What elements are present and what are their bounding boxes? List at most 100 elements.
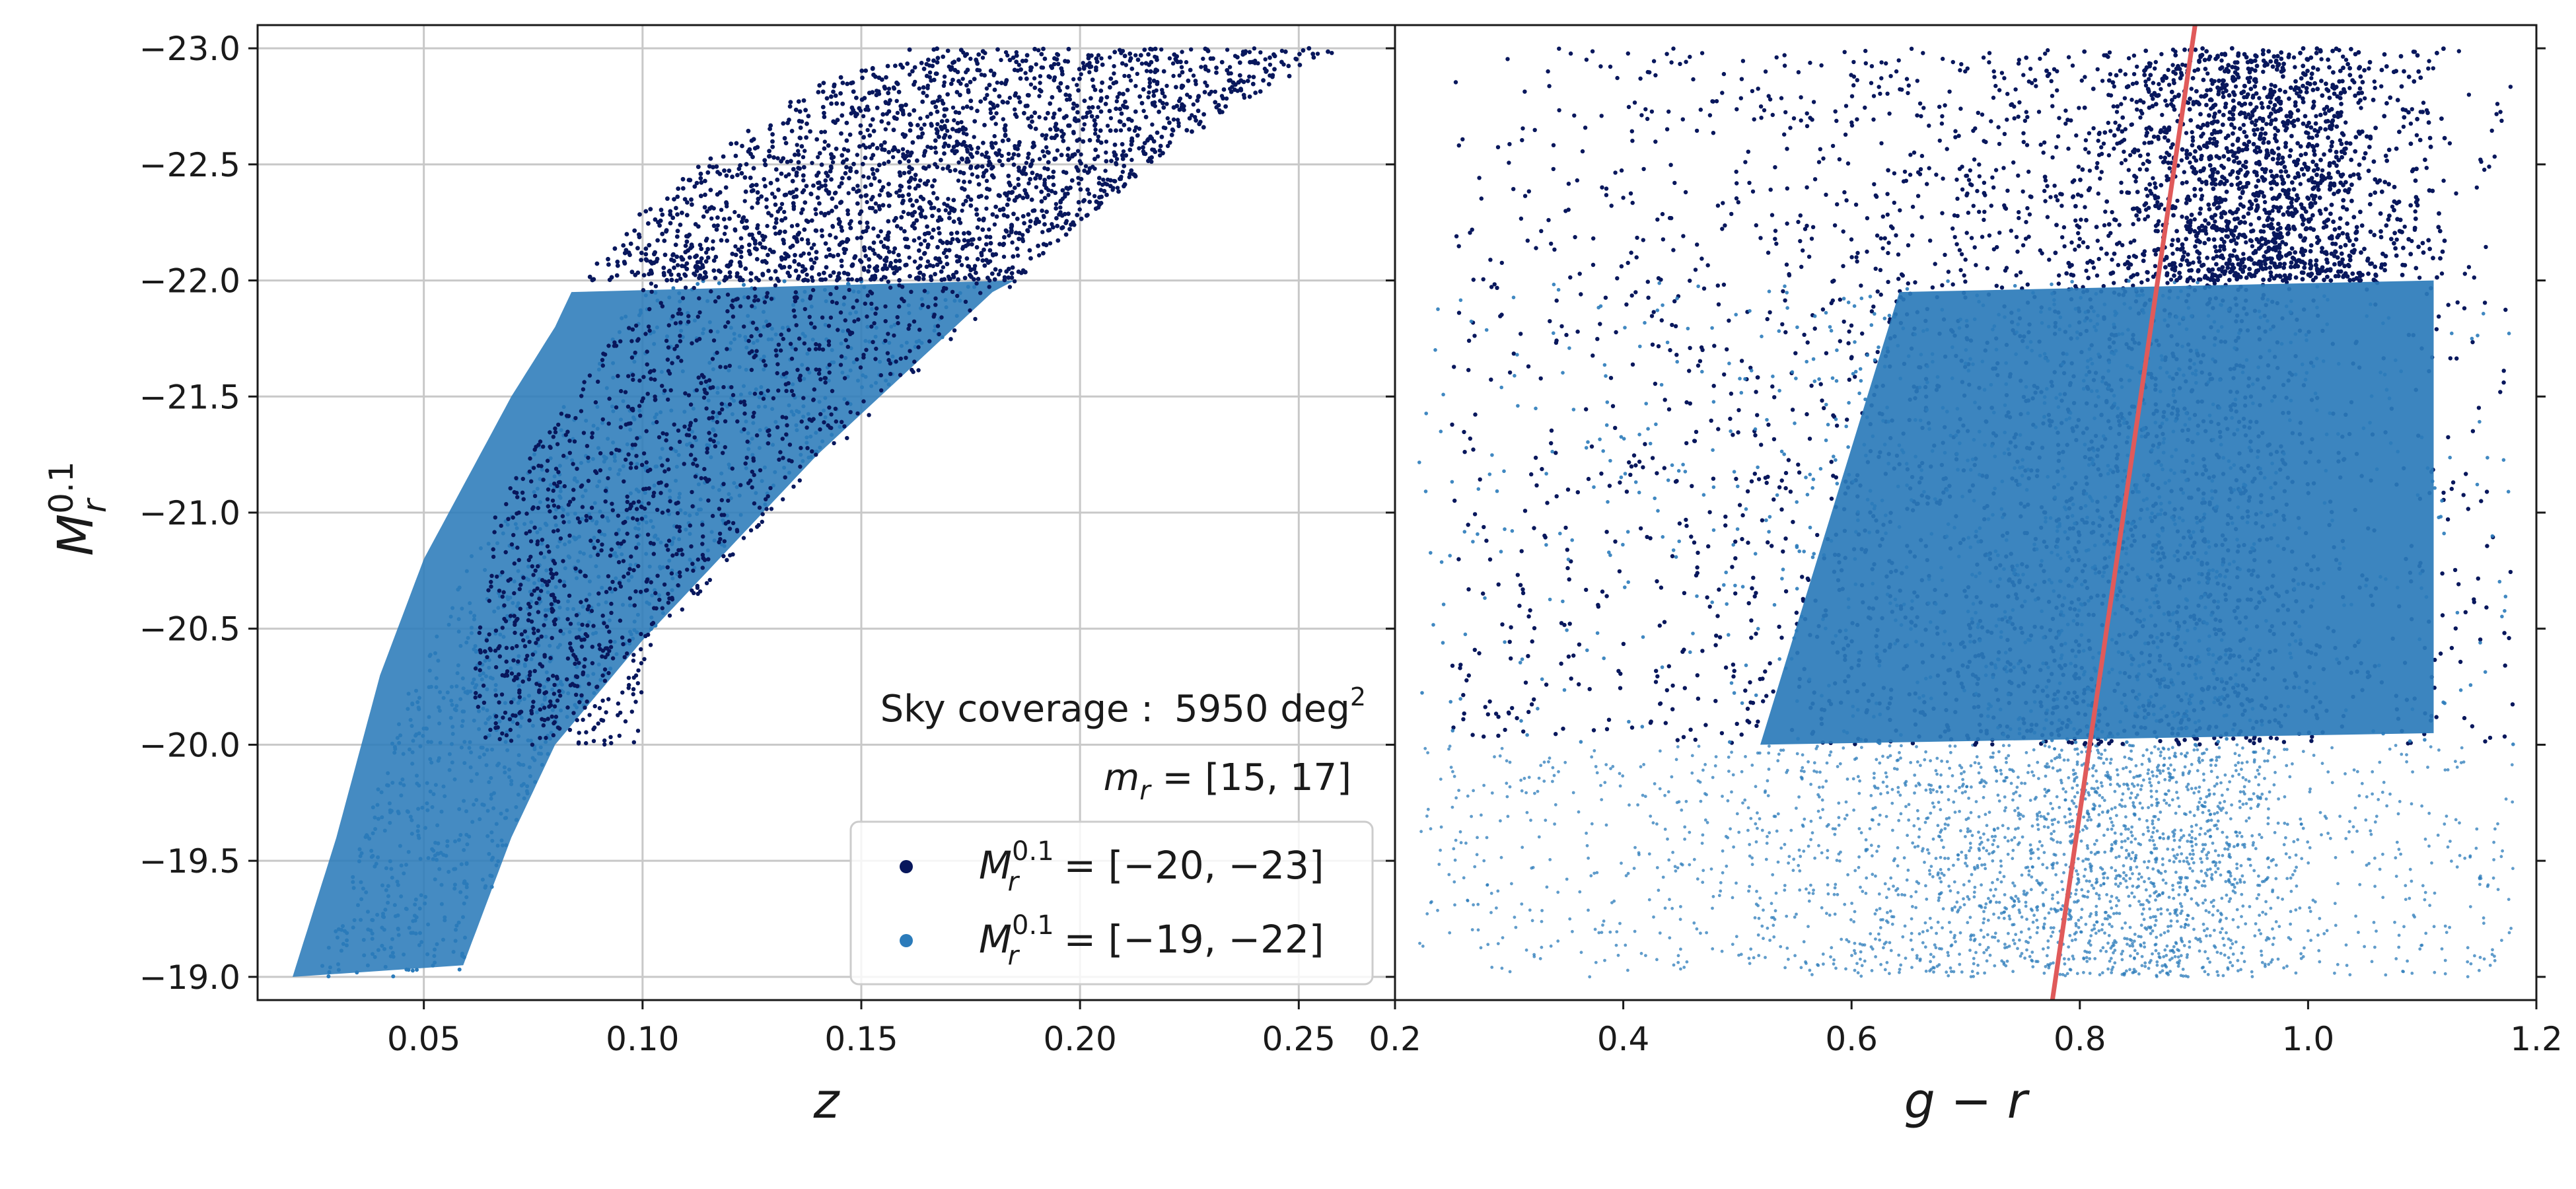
- left-scatter-point: [711, 385, 715, 389]
- left-scatter-point: [662, 469, 666, 473]
- left-scatter-point: [791, 167, 796, 172]
- left-scatter-point: [1031, 141, 1036, 145]
- left-scatter-point: [799, 254, 803, 258]
- left-scatter-point: [549, 567, 553, 571]
- left-scatter-point: [814, 256, 818, 261]
- left-scatter-point: [830, 224, 834, 228]
- left-scatter-point: [766, 429, 769, 433]
- left-scatter-point: [559, 428, 563, 432]
- left-scatter-point: [1001, 242, 1006, 246]
- left-scatter-point: [1129, 158, 1133, 162]
- left-scatter-point: [501, 590, 505, 594]
- left-scatter-point: [886, 150, 891, 155]
- left-scatter-point: [893, 63, 898, 68]
- left-scatter-point: [485, 688, 489, 692]
- left-scatter-point: [1013, 186, 1017, 190]
- left-scatter-point: [492, 610, 496, 614]
- left-scatter-point: [1253, 90, 1258, 95]
- right-scatter-point: [2108, 923, 2111, 926]
- left-scatter-point: [680, 552, 684, 556]
- left-scatter-point: [1134, 126, 1139, 130]
- left-scatter-point: [849, 369, 853, 373]
- left-scatter-point: [1118, 176, 1122, 181]
- left-scatter-point: [782, 210, 786, 214]
- left-scatter-point: [637, 212, 642, 217]
- left-scatter-point: [920, 100, 925, 104]
- left-scatter-point: [781, 456, 785, 460]
- left-scatter-point: [600, 515, 604, 519]
- left-scatter-point: [477, 709, 481, 713]
- left-scatter-point: [795, 368, 799, 372]
- left-scatter-point: [1056, 85, 1061, 90]
- left-scatter-point: [810, 246, 814, 250]
- left-scatter-point: [1006, 137, 1011, 142]
- left-scatter-point: [990, 173, 995, 178]
- left-scatter-point: [659, 219, 663, 223]
- left-scatter-point: [977, 217, 982, 222]
- left-scatter-point: [446, 690, 450, 694]
- left-scatter-point: [831, 254, 836, 259]
- left-scatter-point: [962, 238, 967, 242]
- left-scatter-point: [1298, 63, 1303, 67]
- left-scatter-point: [925, 115, 929, 119]
- left-scatter-point: [715, 227, 719, 232]
- left-scatter-point: [649, 643, 653, 647]
- left-scatter-point: [517, 558, 521, 562]
- left-scatter-point: [933, 303, 937, 306]
- left-scatter-point: [816, 90, 821, 94]
- left-scatter-point: [986, 163, 991, 168]
- left-scatter-point: [554, 571, 558, 575]
- left-scatter-point: [742, 384, 746, 388]
- left-scatter-point: [922, 123, 926, 127]
- left-scatter-point: [1146, 159, 1151, 163]
- left-scatter-point: [634, 546, 638, 550]
- right-scatter-point: [1768, 831, 1771, 834]
- left-scatter-point: [929, 112, 933, 116]
- left-scatter-point: [435, 851, 439, 855]
- left-scatter-point: [415, 700, 419, 704]
- left-scatter-point: [398, 844, 402, 848]
- left-scatter-point: [1082, 168, 1087, 173]
- left-scatter-point: [1002, 255, 1006, 259]
- left-scatter-point: [1163, 126, 1167, 130]
- left-scatter-point: [795, 223, 800, 228]
- left-scatter-point: [453, 777, 457, 781]
- left-scatter-point: [694, 418, 698, 422]
- left-scatter-point: [724, 225, 729, 230]
- left-scatter-point: [709, 289, 713, 293]
- left-scatter-point: [855, 299, 859, 303]
- left-scatter-point: [963, 127, 968, 131]
- left-scatter-point: [788, 104, 793, 109]
- left-scatter-point: [376, 948, 380, 952]
- left-scatter-point: [551, 608, 555, 612]
- left-scatter-point: [929, 79, 933, 83]
- left-scatter-point: [469, 610, 473, 614]
- left-scatter-point: [1079, 177, 1084, 182]
- left-scatter-point: [871, 172, 876, 176]
- left-scatter-point: [622, 480, 626, 484]
- left-scatter-point: [1126, 88, 1130, 92]
- left-scatter-point: [687, 433, 691, 437]
- left-scatter-point: [674, 279, 678, 283]
- left-scatter-point: [1112, 50, 1117, 54]
- left-scatter-point: [576, 559, 580, 563]
- left-scatter-point: [1201, 112, 1206, 117]
- left-scatter-point: [629, 461, 633, 465]
- left-scatter-point: [537, 690, 541, 694]
- left-scatter-point: [869, 302, 873, 306]
- left-scatter-point: [723, 324, 727, 328]
- left-scatter-point: [829, 102, 834, 106]
- left-scatter-point: [843, 356, 847, 360]
- left-scatter-point: [337, 968, 341, 972]
- left-scatter-point: [766, 269, 771, 273]
- left-scatter-point: [670, 277, 674, 282]
- left-scatter-point: [1094, 207, 1098, 211]
- left-scatter-point: [884, 75, 888, 80]
- left-scatter-point: [598, 468, 602, 472]
- left-scatter-point: [975, 245, 980, 250]
- left-scatter-point: [552, 620, 556, 624]
- left-scatter-point: [839, 131, 843, 136]
- left-scatter-point: [579, 461, 583, 465]
- left-scatter-point: [928, 263, 933, 268]
- left-scatter-point: [483, 649, 487, 653]
